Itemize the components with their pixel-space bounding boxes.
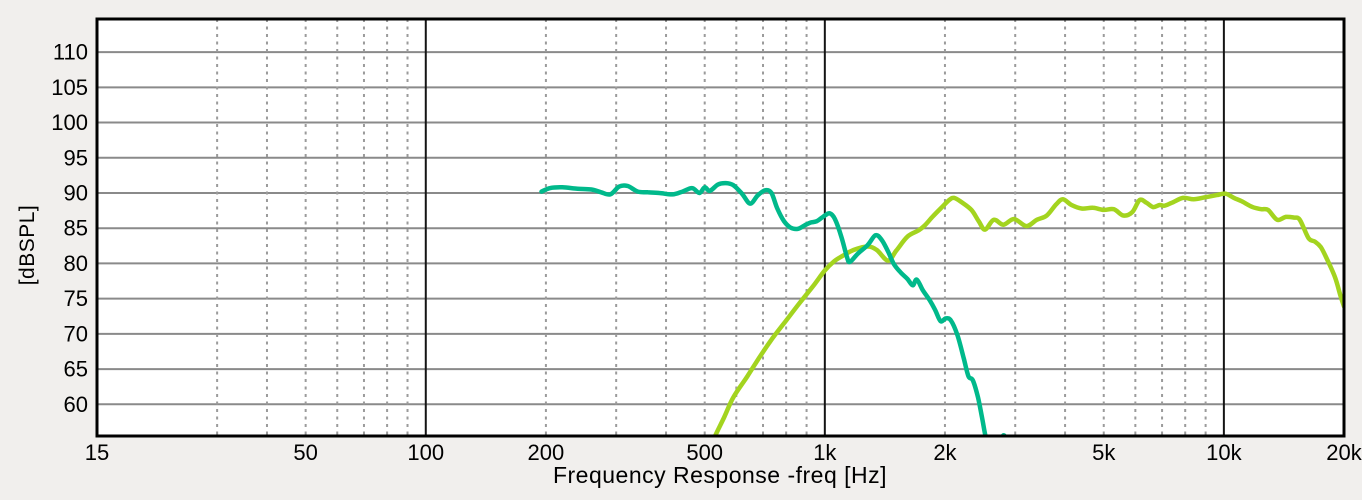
x-tick-label: 2k: [933, 440, 957, 465]
y-tick-label: 60: [64, 392, 88, 417]
curve-yellowgreen-highpass: [712, 191, 1344, 436]
x-tick-label: 20k: [1326, 440, 1362, 465]
y-tick-label: 70: [64, 321, 88, 346]
x-tick-label: 50: [293, 440, 317, 465]
plot-frame: [95, 17, 1346, 438]
x-tick-label: 1k: [813, 440, 837, 465]
y-tick-label: 105: [51, 75, 88, 100]
x-tick-label: 200: [528, 440, 565, 465]
y-tick-label: 90: [64, 180, 88, 205]
y-tick-label: 95: [64, 145, 88, 170]
x-tick-label: 100: [407, 440, 444, 465]
y-tick-label: 85: [64, 216, 88, 241]
y-axis-title: [dBSPL]: [16, 204, 39, 286]
y-tick-label: 100: [51, 110, 88, 135]
x-tick-label: 10k: [1206, 440, 1242, 465]
y-tick-label: 80: [64, 251, 88, 276]
x-tick-label: 15: [85, 440, 109, 465]
curve-teal-lowpass: [539, 180, 1008, 436]
x-axis-title: Frequency Response -freq [Hz]: [552, 462, 888, 488]
y-tick-label: 110: [53, 40, 88, 65]
y-tick-label: 65: [64, 357, 88, 382]
y-tick-label: 75: [64, 286, 88, 311]
x-tick-label: 500: [686, 440, 723, 465]
x-tick-label: 5k: [1092, 440, 1116, 465]
